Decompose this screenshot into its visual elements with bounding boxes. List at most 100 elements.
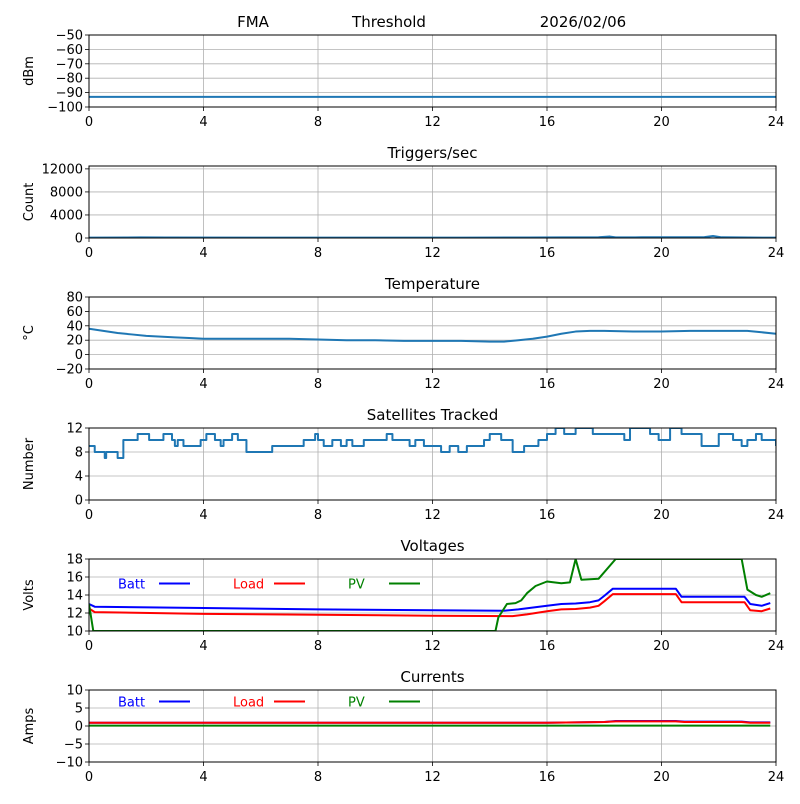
header-station: FMA xyxy=(237,13,270,31)
x-tick-label: 8 xyxy=(314,115,322,130)
y-tick-label: 8000 xyxy=(50,185,83,200)
y-tick-label: 10 xyxy=(66,684,83,699)
x-tick-label: 24 xyxy=(768,377,785,392)
header-label: Threshold xyxy=(351,13,426,31)
series-line-temperature xyxy=(89,327,776,343)
legend-label-pv: PV xyxy=(348,696,365,711)
x-tick-label: 4 xyxy=(199,377,207,392)
y-tick-label: 8 xyxy=(75,446,83,461)
x-tick-label: 4 xyxy=(199,246,207,261)
y-tick-label: 18 xyxy=(66,553,83,568)
panel-title: Temperature xyxy=(384,275,480,293)
x-tick-label: 0 xyxy=(85,115,93,130)
header-date: 2026/02/06 xyxy=(540,13,626,31)
panel-title: Voltages xyxy=(400,537,464,555)
y-tick-label: 0 xyxy=(75,348,83,363)
x-tick-label: 0 xyxy=(85,770,93,785)
y-tick-label: 0 xyxy=(75,494,83,509)
x-tick-label: 24 xyxy=(768,246,785,261)
y-tick-label: 40 xyxy=(66,319,83,334)
y-tick-label: −60 xyxy=(56,43,83,58)
y-tick-label: −90 xyxy=(56,86,83,101)
plot-frame xyxy=(88,296,777,370)
legend-label-load: Load xyxy=(233,577,264,592)
y-tick-label: 10 xyxy=(66,625,83,640)
x-tick-label: 12 xyxy=(424,246,441,261)
x-tick-label: 8 xyxy=(314,377,322,392)
series-line-pv xyxy=(89,559,771,631)
y-axis-label: Count xyxy=(22,183,37,222)
y-tick-label: 12 xyxy=(66,422,83,437)
panel-5: 0 4 8 12 16 20 24 −10 −5 0 5 10 Currents Amps Batt Load… xyxy=(22,668,784,785)
y-tick-label: −5 xyxy=(64,738,83,753)
y-tick-label: 4 xyxy=(75,470,83,485)
plot-frame xyxy=(88,34,777,108)
series-line-load xyxy=(89,720,771,724)
x-tick-label: 4 xyxy=(199,770,207,785)
panel-1: 0 4 8 12 16 20 24 0 4000 8000 12000 Triggers/sec Cou… xyxy=(22,144,784,261)
y-tick-label: 4000 xyxy=(50,208,83,223)
y-axis-label: Amps xyxy=(22,707,37,744)
x-tick-label: 8 xyxy=(314,508,322,523)
x-tick-label: 4 xyxy=(199,115,207,130)
y-axis-label: °C xyxy=(22,325,37,341)
y-axis-label: dBm xyxy=(22,56,37,86)
x-tick-label: 0 xyxy=(85,377,93,392)
x-tick-label: 0 xyxy=(85,639,93,654)
x-tick-label: 16 xyxy=(539,246,556,261)
y-tick-label: −10 xyxy=(56,756,83,771)
x-tick-label: 12 xyxy=(424,508,441,523)
panel-title: Satellites Tracked xyxy=(367,406,498,424)
y-tick-label: 80 xyxy=(66,291,83,306)
y-tick-label: 5 xyxy=(75,702,83,717)
panel-title: Triggers/sec xyxy=(387,144,478,162)
x-tick-label: 8 xyxy=(314,639,322,654)
y-tick-label: 14 xyxy=(66,589,83,604)
series-line-satellites xyxy=(89,428,776,459)
legend-label-pv: PV xyxy=(348,577,365,592)
y-tick-label: 12000 xyxy=(42,162,83,177)
figure-header: FMA Threshold 2026/02/06 xyxy=(237,13,626,31)
y-tick-label: 0 xyxy=(75,232,83,247)
x-tick-label: 16 xyxy=(539,377,556,392)
plot-frame xyxy=(88,427,777,501)
x-tick-label: 16 xyxy=(539,639,556,654)
series-line-load xyxy=(89,593,771,618)
panel-4: 0 4 8 12 16 20 24 10 12 14 16 18 Voltages Volts Batt Lo… xyxy=(22,537,784,654)
x-tick-label: 20 xyxy=(653,639,670,654)
x-tick-label: 20 xyxy=(653,508,670,523)
x-tick-label: 20 xyxy=(653,246,670,261)
x-tick-label: 12 xyxy=(424,115,441,130)
y-tick-label: −100 xyxy=(47,101,83,116)
x-tick-label: 24 xyxy=(768,770,785,785)
y-axis-label: Number xyxy=(22,437,37,490)
x-tick-label: 20 xyxy=(653,115,670,130)
plot-frame xyxy=(88,165,777,239)
panel-0: 0 4 8 12 16 20 24 −100−90−80−70−60−50 dBm xyxy=(22,29,784,131)
x-tick-label: 16 xyxy=(539,115,556,130)
x-tick-label: 0 xyxy=(85,508,93,523)
panel-title: Currents xyxy=(400,668,464,686)
plot-frame xyxy=(88,558,777,632)
y-tick-label: 20 xyxy=(66,334,83,349)
y-tick-label: 0 xyxy=(75,720,83,735)
x-tick-label: 16 xyxy=(539,770,556,785)
y-tick-label: −70 xyxy=(56,57,83,72)
x-tick-label: 12 xyxy=(424,639,441,654)
y-axis-label: Volts xyxy=(22,579,37,611)
y-tick-label: −20 xyxy=(56,363,83,378)
x-tick-label: 16 xyxy=(539,508,556,523)
y-tick-label: 16 xyxy=(66,571,83,586)
x-tick-label: 20 xyxy=(653,770,670,785)
panel-3: 0 4 8 12 16 20 24 0 4 8 12 Satellites Tracked Number xyxy=(22,406,784,523)
legend-label-batt: Batt xyxy=(118,696,145,711)
y-tick-label: 12 xyxy=(66,607,83,622)
x-tick-label: 4 xyxy=(199,639,207,654)
x-tick-label: 24 xyxy=(768,639,785,654)
x-tick-label: 4 xyxy=(199,508,207,523)
x-tick-label: 24 xyxy=(768,115,785,130)
legend-label-batt: Batt xyxy=(118,577,145,592)
series-line-batt xyxy=(89,587,771,612)
x-tick-label: 12 xyxy=(424,770,441,785)
